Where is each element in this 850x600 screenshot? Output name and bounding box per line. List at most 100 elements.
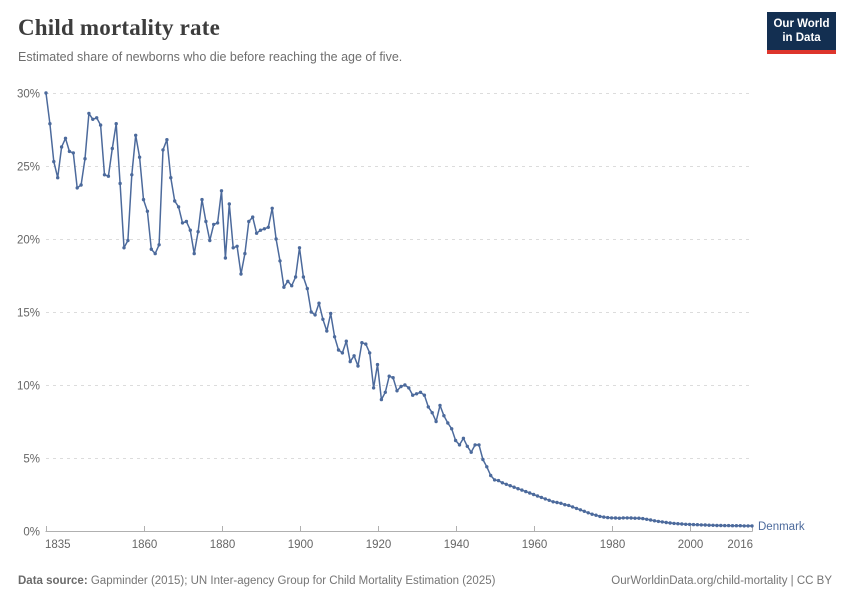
y-tick-label: 10% <box>17 381 40 393</box>
series-label-denmark[interactable]: Denmark <box>758 521 805 533</box>
data-point <box>98 123 103 127</box>
x-tick-label: 1920 <box>366 539 392 551</box>
page-title: Child mortality rate <box>18 15 221 40</box>
data-point <box>629 516 633 520</box>
data-point <box>551 500 555 504</box>
data-point <box>715 523 719 528</box>
data-point <box>726 523 731 528</box>
data-point <box>173 199 177 203</box>
data-point <box>169 176 173 180</box>
data-point <box>738 524 742 528</box>
data-point <box>48 122 52 126</box>
data-point <box>481 457 485 462</box>
data-point <box>508 484 512 488</box>
data-point <box>648 518 653 522</box>
data-point <box>422 393 427 397</box>
data-point <box>243 251 247 256</box>
data-point <box>219 189 224 193</box>
data-point <box>672 521 676 526</box>
data-point <box>176 205 181 209</box>
data-point <box>477 443 481 447</box>
data-point <box>660 520 664 524</box>
data-point <box>387 374 391 378</box>
data-point <box>329 311 333 316</box>
data-point <box>442 414 446 418</box>
chart-footer: Data source: Gapminder (2015); UN Inter-… <box>18 575 832 587</box>
data-point <box>586 511 590 515</box>
data-point <box>496 478 501 483</box>
data-point <box>606 515 610 520</box>
data-point <box>676 522 680 526</box>
data-point <box>340 351 345 355</box>
data-point <box>204 219 208 224</box>
data-point <box>645 517 649 521</box>
data-point <box>223 256 228 260</box>
data-point <box>184 219 189 224</box>
data-point <box>707 523 711 527</box>
data-point <box>141 197 146 202</box>
data-point <box>290 284 294 288</box>
data-point <box>438 403 442 408</box>
data-point <box>504 482 508 486</box>
data-point <box>251 215 255 219</box>
data-point <box>574 506 579 511</box>
data-point <box>559 501 563 505</box>
data-point <box>691 522 696 527</box>
data-point <box>247 219 251 224</box>
data-point <box>231 246 235 250</box>
data-point <box>528 491 532 495</box>
data-point <box>563 503 567 507</box>
data-point <box>274 237 278 241</box>
data-point <box>492 478 497 482</box>
y-tick-label: 5% <box>23 454 40 466</box>
data-point <box>325 329 329 333</box>
x-tick-label: 1880 <box>210 539 236 551</box>
data-point <box>687 522 692 527</box>
data-point <box>293 275 298 279</box>
data-point <box>87 111 91 116</box>
data-point <box>266 225 270 229</box>
data-point <box>122 246 126 250</box>
data-point <box>719 523 723 528</box>
data-point <box>730 524 735 528</box>
data-point <box>695 523 700 527</box>
data-point <box>192 251 196 256</box>
data-point <box>450 427 454 431</box>
data-point <box>457 443 462 447</box>
data-point <box>63 136 68 140</box>
data-point <box>535 494 540 498</box>
data-point <box>371 386 376 390</box>
data-point <box>625 516 629 520</box>
data-point <box>71 151 76 155</box>
data-point <box>411 393 415 397</box>
data-point <box>356 364 360 368</box>
data-point <box>44 91 48 95</box>
data-point <box>524 489 528 494</box>
attribution-link[interactable]: OurWorldinData.org/child-mortality | CC … <box>611 575 832 587</box>
data-point <box>578 508 583 512</box>
y-tick-label: 20% <box>17 235 40 247</box>
data-source-label: Data source: <box>18 575 88 587</box>
data-point <box>309 310 313 314</box>
owid-logo[interactable]: Our World in Data <box>767 12 836 54</box>
data-point <box>539 495 544 500</box>
data-point <box>641 516 645 521</box>
data-point <box>126 238 130 243</box>
data-point <box>239 272 243 276</box>
data-point <box>52 159 56 164</box>
data-point <box>130 173 134 177</box>
data-point <box>383 390 387 394</box>
data-point <box>407 386 411 390</box>
denmark-line-series[interactable] <box>45 92 752 527</box>
data-source-text: Gapminder (2015); UN Inter-agency Group … <box>87 575 496 587</box>
data-point <box>215 221 220 225</box>
data-point <box>75 186 79 190</box>
data-point <box>149 247 153 251</box>
data-point <box>489 473 493 478</box>
data-point <box>278 259 282 263</box>
data-point <box>594 513 598 517</box>
data-point <box>106 174 111 178</box>
data-point <box>621 516 625 520</box>
data-point <box>313 313 317 317</box>
